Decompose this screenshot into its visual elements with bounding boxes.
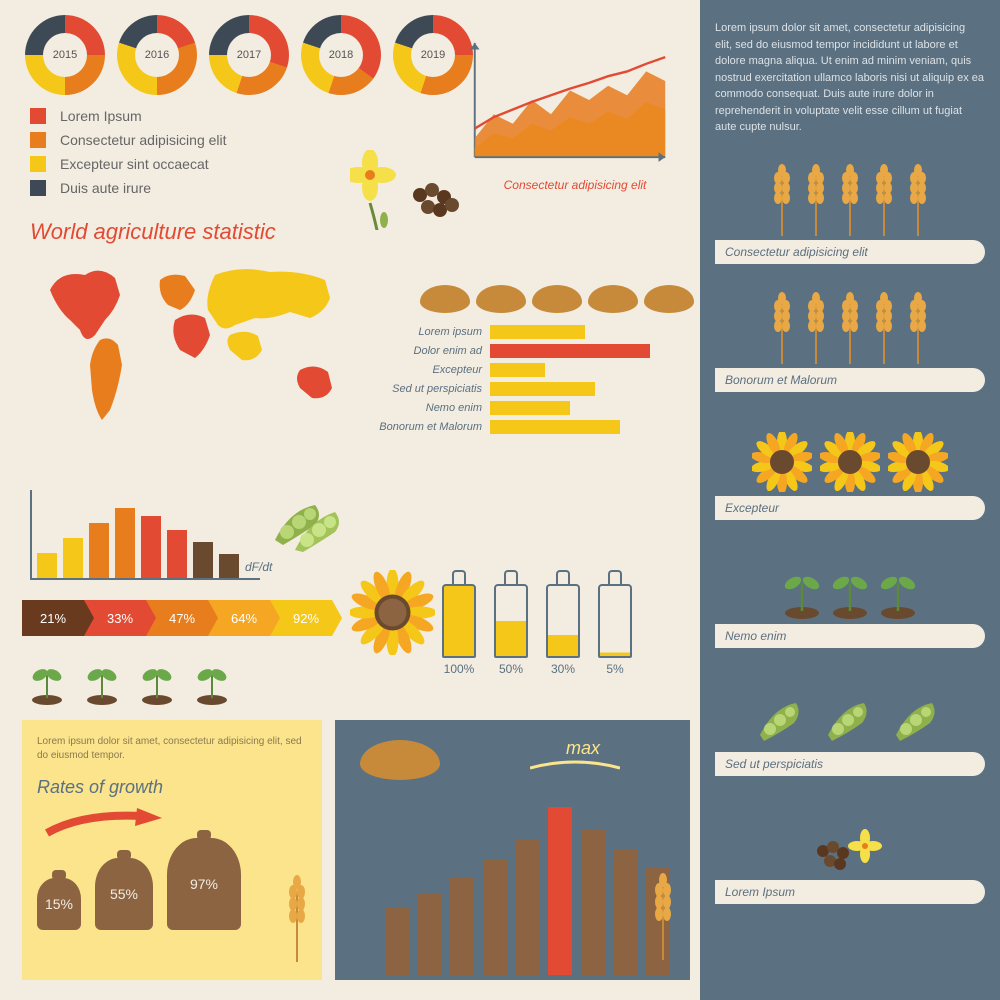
beans-icon bbox=[265, 490, 355, 560]
bread-icons bbox=[420, 285, 694, 313]
seedling-icon bbox=[715, 532, 985, 620]
sunflower-icon bbox=[350, 570, 435, 655]
area-chart: Consectetur adipisicing elit bbox=[470, 30, 680, 192]
rp-label: Lorem Ipsum bbox=[715, 880, 985, 904]
rates-title: Rates of growth bbox=[37, 777, 307, 798]
rates-panel: Lorem ipsum dolor sit amet, consectetur … bbox=[22, 720, 322, 980]
wheat-icon bbox=[715, 148, 985, 236]
rp-label: Excepteur bbox=[715, 496, 985, 520]
max-chart: max bbox=[335, 720, 690, 980]
world-map bbox=[30, 250, 360, 440]
small-bar-chart bbox=[30, 490, 260, 580]
max-label: max bbox=[566, 738, 600, 759]
donut-2019: 2019 bbox=[393, 15, 473, 95]
rp-label: Sed ut perspiciatis bbox=[715, 752, 985, 776]
rates-text: Lorem ipsum dolor sit amet, consectetur … bbox=[37, 735, 307, 763]
rp-label: Bonorum et Malorum bbox=[715, 368, 985, 392]
donut-2018: 2018 bbox=[301, 15, 381, 95]
intro-text: Lorem ipsum dolor sit amet, consectetur … bbox=[715, 20, 985, 136]
wheat-icon bbox=[715, 276, 985, 364]
beans-icon bbox=[715, 660, 985, 748]
rp-label: Consectetur adipisicing elit bbox=[715, 240, 985, 264]
percent-arrow: 21%33%47%64%92% bbox=[22, 600, 342, 636]
right-panel: Lorem ipsum dolor sit amet, consectetur … bbox=[700, 0, 1000, 1000]
dfdt-label: dF/dt bbox=[245, 560, 272, 574]
seeds-icon bbox=[715, 788, 985, 876]
donut-2015: 2015 bbox=[25, 15, 105, 95]
wheat-icon bbox=[282, 862, 312, 962]
area-caption: Consectetur adipisicing elit bbox=[470, 178, 680, 192]
sunflower-icon bbox=[715, 404, 985, 492]
donut-2017: 2017 bbox=[209, 15, 289, 95]
bread-icon bbox=[360, 740, 440, 780]
canola-icon bbox=[350, 150, 470, 230]
bottles: 100%50%30%5% bbox=[440, 570, 634, 676]
hbar-chart: Lorem ipsumDolor enim adExcepteurSed ut … bbox=[370, 325, 680, 439]
donut-2016: 2016 bbox=[117, 15, 197, 95]
rp-label: Nemo enim bbox=[715, 624, 985, 648]
wheat-icon bbox=[648, 860, 678, 960]
seedlings bbox=[30, 660, 230, 705]
